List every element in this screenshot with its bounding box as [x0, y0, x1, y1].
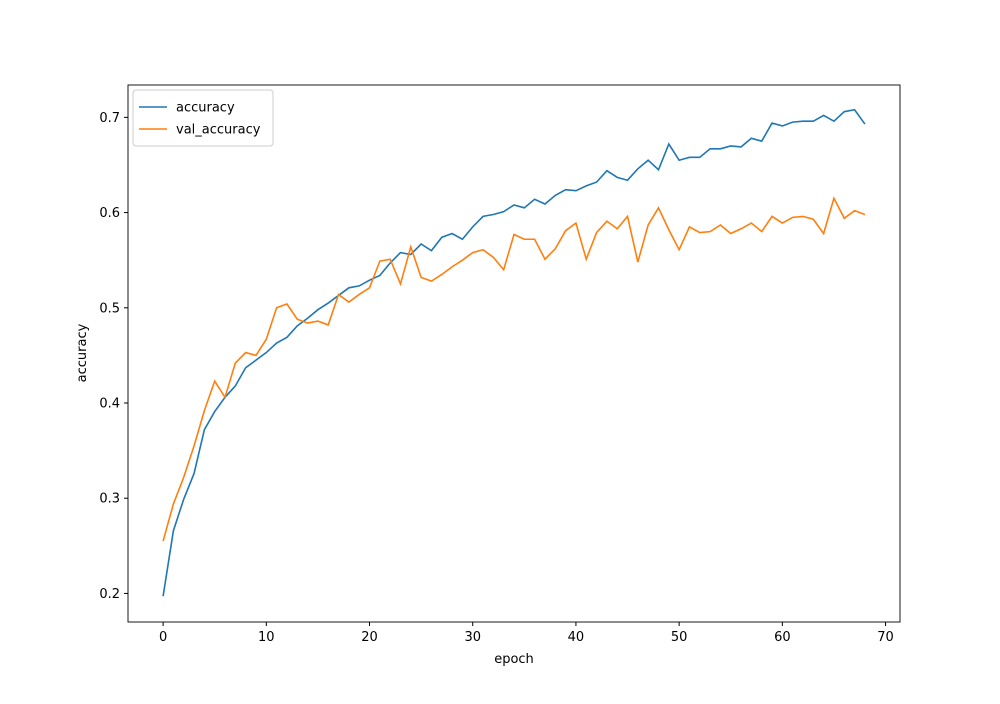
y-tick-label: 0.4 [99, 397, 120, 412]
x-tick-label: 60 [774, 630, 791, 645]
axes-frame [127, 84, 901, 623]
data-line [162, 196, 866, 542]
y-tick-label: 0.3 [99, 492, 120, 507]
y-tick-label: 0.7 [99, 111, 120, 126]
legend-box [132, 89, 274, 147]
x-tick-label: 10 [258, 630, 275, 645]
x-tick-label: 50 [671, 630, 688, 645]
y-axis-label: accuracy [75, 323, 90, 382]
y-tick-label: 0.6 [99, 206, 120, 221]
data-line [162, 108, 866, 597]
x-tick-label: 70 [877, 630, 894, 645]
x-axis-label: epoch [494, 652, 534, 667]
y-tick-label: 0.5 [99, 301, 120, 316]
x-tick-label: 40 [568, 630, 585, 645]
legend-label: val_accuracy [176, 123, 261, 138]
x-tick-label: 20 [361, 630, 378, 645]
x-tick-label: 30 [464, 630, 481, 645]
x-tick-label: 0 [159, 630, 167, 645]
legend-label: accuracy [176, 101, 235, 116]
y-tick-label: 0.2 [99, 587, 120, 602]
